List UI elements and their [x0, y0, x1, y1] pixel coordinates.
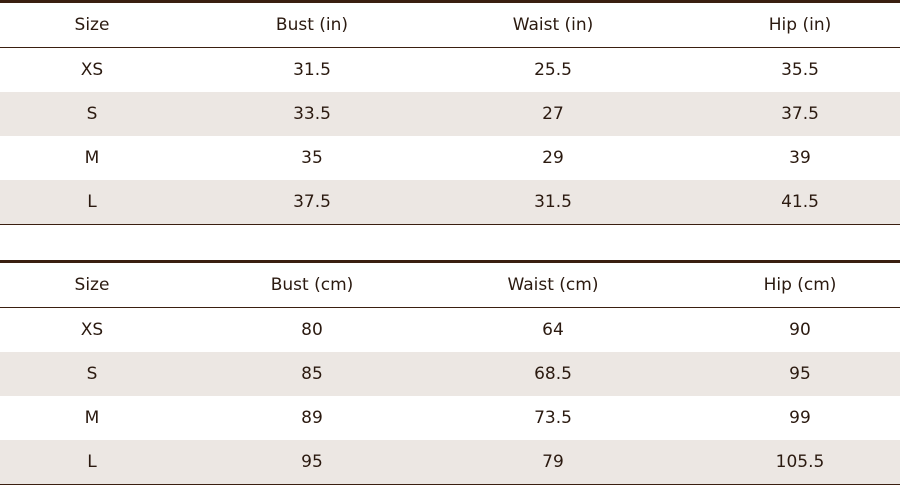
table-cell: 35.5 — [781, 60, 819, 80]
table-cell: 39 — [789, 148, 811, 168]
table-row: M 89 73.5 99 — [0, 396, 900, 440]
table-cell: 99 — [789, 408, 811, 428]
table-row: S 33.5 27 37.5 — [0, 92, 900, 136]
table-cell: M — [84, 148, 100, 168]
table-cell: 79 — [542, 452, 564, 472]
table-cell: 29 — [542, 148, 564, 168]
table-cell: S — [86, 364, 98, 384]
column-header: Hip (cm) — [763, 275, 837, 295]
table-cell: XS — [80, 320, 104, 340]
size-table: Size Bust (cm) Waist (cm) Hip (cm) XS 80 64 90 S… — [0, 260, 900, 485]
table-row: XS 31.5 25.5 35.5 — [0, 48, 900, 92]
table-cell: 31.5 — [534, 192, 572, 212]
table-row: L 95 79 105.5 — [0, 440, 900, 484]
table-cell: 41.5 — [781, 192, 819, 212]
column-header: Hip (in) — [768, 15, 832, 35]
table-cell: L — [87, 192, 97, 212]
table-cell: 89 — [301, 408, 323, 428]
column-header: Bust (in) — [275, 15, 349, 35]
table-cell: 33.5 — [293, 104, 331, 124]
table-cell: 37.5 — [293, 192, 331, 212]
table-cell: 27 — [542, 104, 564, 124]
header-row: Size Bust (cm) Waist (cm) Hip (cm) — [0, 263, 900, 308]
column-header: Size — [74, 15, 110, 35]
table-cell: 80 — [301, 320, 323, 340]
table-cell: 95 — [301, 452, 323, 472]
table-cell: 25.5 — [534, 60, 572, 80]
table-cell: 68.5 — [534, 364, 572, 384]
column-header: Size — [74, 275, 110, 295]
table-cell: S — [86, 104, 98, 124]
table-cell: 31.5 — [293, 60, 331, 80]
table-row: XS 80 64 90 — [0, 308, 900, 352]
column-header: Waist (in) — [512, 15, 594, 35]
table-row: L 37.5 31.5 41.5 — [0, 180, 900, 224]
table-cell: 35 — [301, 148, 323, 168]
table-row: M 35 29 39 — [0, 136, 900, 180]
table-cell: M — [84, 408, 100, 428]
table-cell: 105.5 — [775, 452, 825, 472]
table-cell: 37.5 — [781, 104, 819, 124]
table-row: S 85 68.5 95 — [0, 352, 900, 396]
column-header: Bust (cm) — [270, 275, 354, 295]
table-cell: L — [87, 452, 97, 472]
table-cell: 90 — [789, 320, 811, 340]
table-cell: 73.5 — [534, 408, 572, 428]
table-cell: 85 — [301, 364, 323, 384]
header-row: Size Bust (in) Waist (in) Hip (in) — [0, 3, 900, 48]
table-cell: 64 — [542, 320, 564, 340]
size-table: Size Bust (in) Waist (in) Hip (in) XS 31.5 25.… — [0, 0, 900, 225]
column-header: Waist (cm) — [507, 275, 599, 295]
table-cell: XS — [80, 60, 104, 80]
table-cell: 95 — [789, 364, 811, 384]
